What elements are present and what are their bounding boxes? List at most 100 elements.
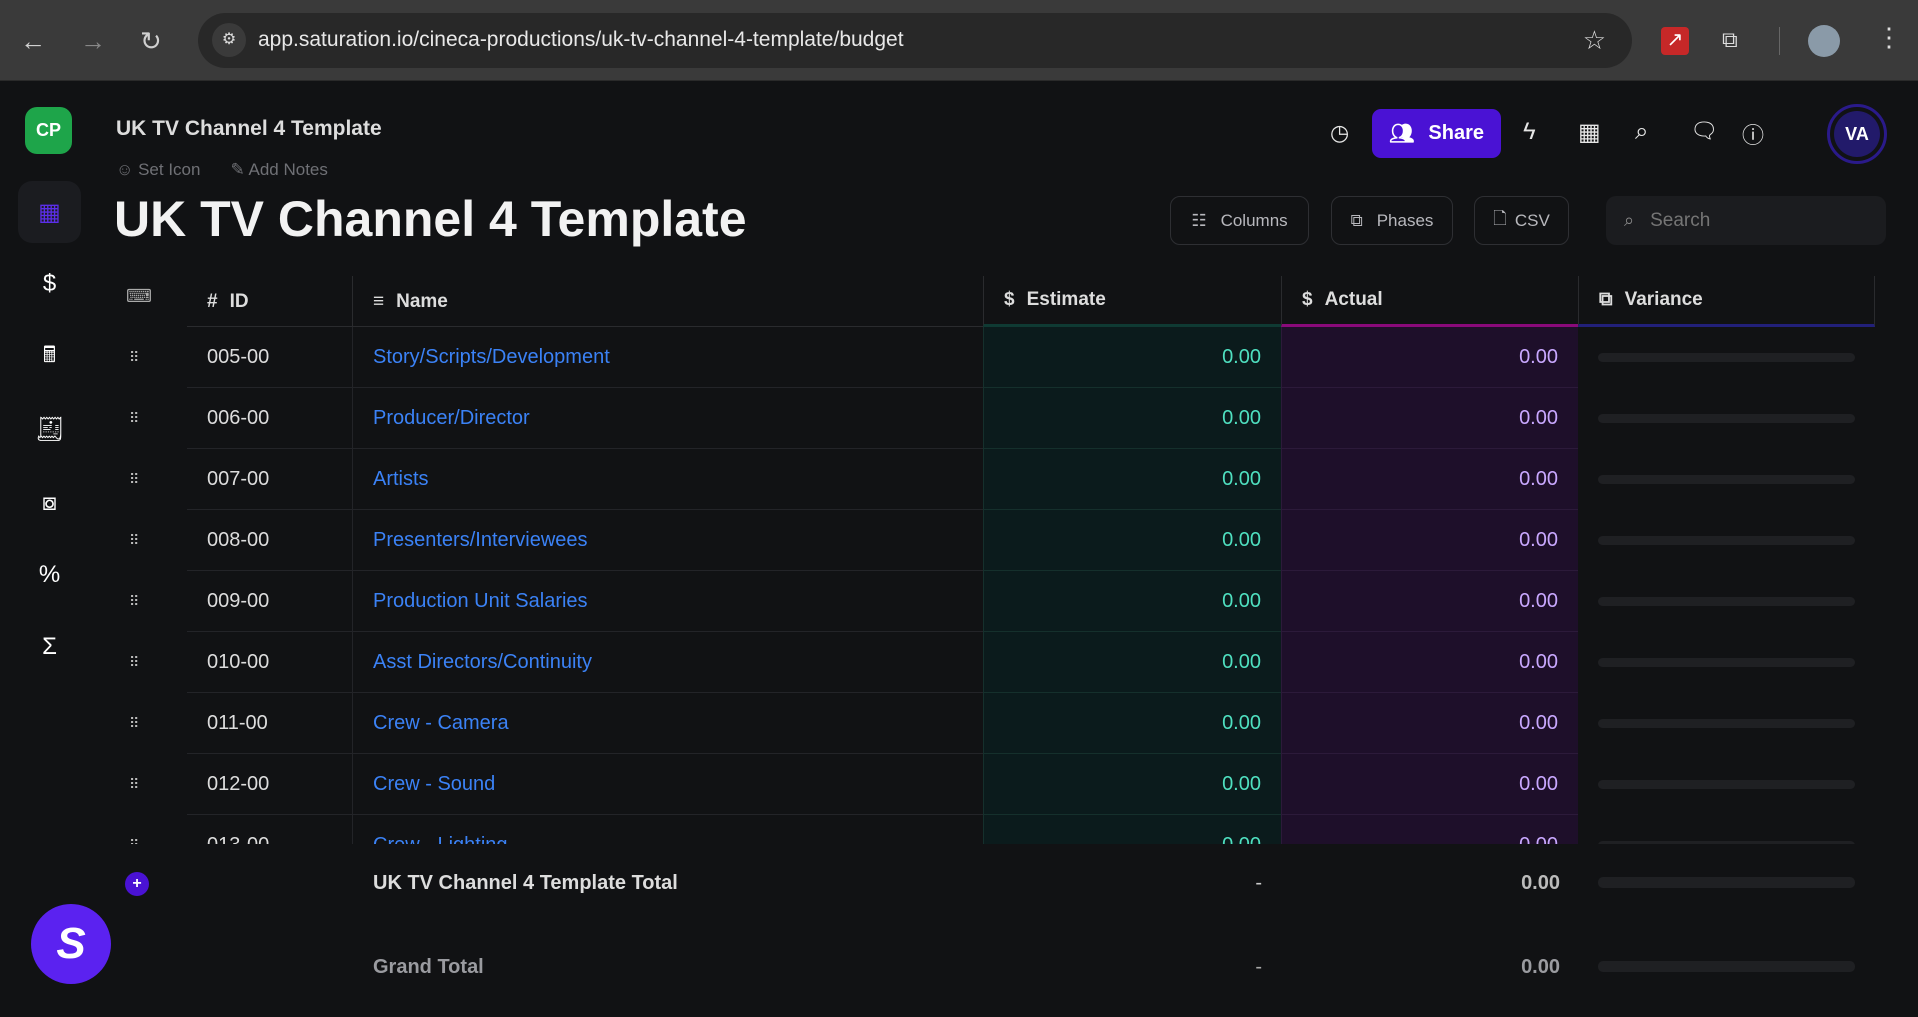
row-estimate[interactable]: 0.00 xyxy=(983,571,1281,632)
row-name-link[interactable]: Production Unit Salaries xyxy=(352,571,983,632)
total-estimate: - xyxy=(1255,872,1262,894)
set-icon-button[interactable]: ☺ Set Icon xyxy=(116,160,201,179)
row-actual[interactable]: 0.00 xyxy=(1281,510,1578,571)
percent-icon[interactable]: % xyxy=(38,561,61,588)
row-actual[interactable]: 0.00 xyxy=(1281,693,1578,754)
row-name-link[interactable]: Artists xyxy=(352,449,983,510)
variance-bar xyxy=(1598,877,1855,888)
set-icon-label: Set Icon xyxy=(138,160,201,179)
row-name-link[interactable]: Story/Scripts/Development xyxy=(352,327,983,388)
phases-button[interactable]: ⧉ Phases xyxy=(1331,196,1453,245)
grand-total-estimate: - xyxy=(1255,956,1262,978)
drag-handle-icon[interactable]: ⠿ xyxy=(129,593,140,609)
row-estimate[interactable]: 0.00 xyxy=(983,327,1281,388)
row-actual[interactable]: 0.00 xyxy=(1281,327,1578,388)
table-row: ⠿ 005-00 Story/Scripts/Development 0.00 … xyxy=(0,327,1875,388)
columns-button[interactable]: ☷ Columns xyxy=(1170,196,1309,245)
variance-bar xyxy=(1598,353,1855,362)
keyboard-icon[interactable]: ⌨ xyxy=(126,286,152,306)
back-icon[interactable]: ← xyxy=(20,26,46,56)
column-header-id[interactable]: # ID xyxy=(187,276,352,327)
row-name-link[interactable]: Crew - Sound xyxy=(352,754,983,815)
row-actual[interactable]: 0.00 xyxy=(1281,388,1578,449)
user-avatar[interactable]: VA xyxy=(1827,104,1887,164)
add-notes-label: Add Notes xyxy=(248,160,328,179)
row-actual[interactable]: 0.00 xyxy=(1281,754,1578,815)
lines-icon: ≡ xyxy=(373,290,385,312)
row-id: 013-00 xyxy=(187,815,352,845)
row-actual[interactable]: 0.00 xyxy=(1281,449,1578,510)
calculator-dollar-icon[interactable]: 🖩 xyxy=(42,342,57,367)
drag-handle-icon[interactable]: ⠿ xyxy=(129,410,140,426)
table-row: ⠿ 013-00 Crew - Lighting 0.00 0.00 xyxy=(0,815,1875,844)
budget-grid-icon[interactable]: ▦ xyxy=(18,181,81,243)
share-button[interactable]: 👥︎ Share xyxy=(1372,109,1501,158)
address-bar[interactable]: ⚙ app.saturation.io/cineca-productions/u… xyxy=(198,13,1632,68)
row-name-link[interactable]: Presenters/Interviewees xyxy=(352,510,983,571)
csv-button[interactable]: 🗋 CSV xyxy=(1474,196,1569,245)
drag-handle-icon[interactable]: ⠿ xyxy=(129,776,140,792)
add-row-button[interactable]: + xyxy=(125,872,149,896)
dollar-icon: $ xyxy=(1004,289,1015,310)
row-estimate[interactable]: 0.00 xyxy=(983,388,1281,449)
drag-handle-icon[interactable]: ⠿ xyxy=(129,349,140,365)
row-estimate[interactable]: 0.00 xyxy=(983,510,1281,571)
row-estimate[interactable]: 0.00 xyxy=(983,449,1281,510)
cash-icon[interactable]: ⧇ xyxy=(41,489,58,516)
drag-handle-icon[interactable]: ⠿ xyxy=(129,815,139,844)
row-name-link[interactable]: Asst Directors/Continuity xyxy=(352,632,983,693)
search-input[interactable] xyxy=(1650,209,1851,232)
table-row: ⠿ 006-00 Producer/Director 0.00 0.00 xyxy=(0,388,1875,449)
site-settings-icon[interactable]: ⚙ xyxy=(212,23,246,57)
column-header-estimate[interactable]: $ Estimate xyxy=(983,276,1281,327)
reload-icon[interactable]: ↻ xyxy=(140,26,162,56)
breadcrumb: UK TV Channel 4 Template xyxy=(116,117,382,140)
lightning-icon[interactable]: ϟ xyxy=(1523,118,1536,145)
row-name-link[interactable]: Crew - Lighting xyxy=(352,815,983,844)
row-actual[interactable]: 0.00 xyxy=(1281,571,1578,632)
column-header-actual[interactable]: $ Actual xyxy=(1281,276,1578,327)
phases-label: Phases xyxy=(1376,210,1434,230)
search-field[interactable]: ⌕ xyxy=(1606,196,1886,245)
receipt-icon[interactable]: 🧾︎ xyxy=(34,415,65,443)
row-estimate[interactable]: 0.00 xyxy=(983,754,1281,815)
row-estimate[interactable]: 0.00 xyxy=(983,693,1281,754)
row-id: 006-00 xyxy=(187,388,352,449)
extensions-puzzle-icon[interactable]: ⧉ xyxy=(1722,27,1738,52)
saturation-logo-button[interactable]: S xyxy=(31,904,111,984)
row-actual[interactable]: 0.00 xyxy=(1281,815,1578,844)
workspace-badge[interactable]: CP xyxy=(25,107,72,154)
total-label: UK TV Channel 4 Template Total xyxy=(373,872,678,894)
menu-kebab-icon[interactable]: ⋮ xyxy=(1876,22,1902,52)
extension-icon[interactable]: ↗ xyxy=(1661,27,1689,55)
drag-handle-icon[interactable]: ⠿ xyxy=(129,654,140,670)
bookmark-star-icon[interactable]: ☆ xyxy=(1582,25,1606,55)
row-name-link[interactable]: Producer/Director xyxy=(352,388,983,449)
drag-handle-icon[interactable]: ⠿ xyxy=(129,532,140,548)
table-row: ⠿ 007-00 Artists 0.00 0.00 xyxy=(0,449,1875,510)
comment-icon[interactable]: 🗨︎ xyxy=(1690,118,1718,143)
grand-total-label: Grand Total xyxy=(373,956,484,978)
row-actual[interactable]: 0.00 xyxy=(1281,632,1578,693)
forward-icon[interactable]: → xyxy=(80,26,106,56)
column-header-variance[interactable]: ⧉ Variance xyxy=(1578,276,1875,327)
drag-handle-icon[interactable]: ⠿ xyxy=(129,471,140,487)
table-export-icon[interactable]: ▦ xyxy=(1578,119,1601,146)
row-estimate[interactable]: 0.00 xyxy=(983,815,1281,844)
history-clock-icon[interactable]: ◷ xyxy=(1330,120,1350,145)
phases-icon: ⧉ xyxy=(1350,210,1363,230)
row-id: 007-00 xyxy=(187,449,352,510)
variance-bar xyxy=(1598,961,1855,972)
profile-avatar[interactable] xyxy=(1808,25,1840,57)
help-icon[interactable]: ⓘ xyxy=(1742,123,1765,148)
row-name-link[interactable]: Crew - Camera xyxy=(352,693,983,754)
add-notes-button[interactable]: ✎ Add Notes xyxy=(230,160,328,179)
drag-handle-icon[interactable]: ⠿ xyxy=(129,715,140,731)
column-header-name[interactable]: ≡ Name xyxy=(352,276,983,327)
dollar-icon[interactable]: $ xyxy=(42,270,57,297)
sigma-icon[interactable]: Σ xyxy=(42,633,57,660)
browser-toolbar: ← → ↻ ⚙ app.saturation.io/cineca-product… xyxy=(0,0,1918,81)
search-icon[interactable]: ⌕ xyxy=(1635,118,1649,145)
row-estimate[interactable]: 0.00 xyxy=(983,632,1281,693)
csv-label: CSV xyxy=(1514,210,1550,230)
